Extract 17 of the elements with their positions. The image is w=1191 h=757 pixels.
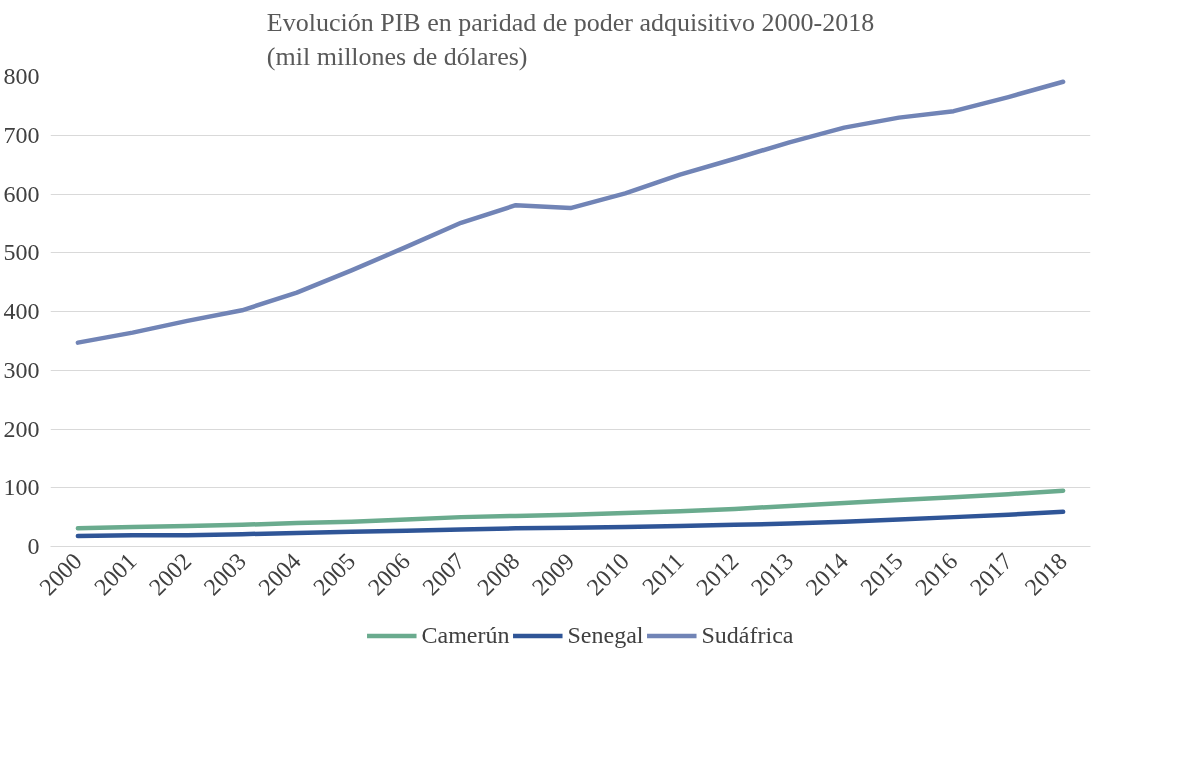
line-series [75,488,1066,531]
legend-label: Sudáfrica [701,621,794,649]
y-tick-label: 400 [3,298,40,324]
y-tick-label: 700 [3,121,40,148]
y-tick-label: 300 [3,356,40,383]
y-tick-label: 100 [3,474,40,501]
y-tick-label: 200 [3,415,40,442]
legend-label: Senegal [567,621,644,649]
x-tick-label: 2011 [637,547,689,600]
line-series [75,509,1066,539]
line-series [75,79,1066,345]
y-tick-label: 500 [3,239,40,266]
y-tick-label: 600 [3,180,40,207]
legend-label: Camerún [421,621,510,649]
y-tick-label: 800 [3,63,40,89]
y-tick-label: 0 [27,533,40,559]
chart-title: Evolución PIB en paridad de poder adquisitivo 2000-2018 (mil millones de dólares) [266,7,875,72]
